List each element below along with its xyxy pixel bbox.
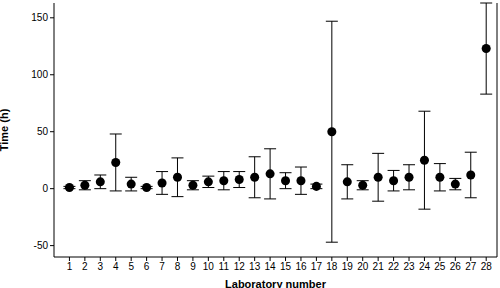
- svg-text:13: 13: [249, 261, 261, 272]
- svg-text:28: 28: [481, 261, 492, 272]
- svg-text:50: 50: [37, 126, 49, 137]
- svg-text:1: 1: [67, 261, 73, 272]
- svg-text:22: 22: [388, 261, 400, 272]
- svg-text:9: 9: [190, 261, 196, 272]
- svg-text:8: 8: [175, 261, 181, 272]
- svg-text:20: 20: [357, 261, 369, 272]
- svg-text:16: 16: [295, 261, 307, 272]
- svg-text:6: 6: [144, 261, 150, 272]
- svg-text:0: 0: [42, 183, 48, 194]
- svg-text:24: 24: [419, 261, 431, 272]
- svg-text:14: 14: [265, 261, 277, 272]
- svg-text:15: 15: [280, 261, 292, 272]
- svg-text:17: 17: [311, 261, 323, 272]
- svg-text:7: 7: [159, 261, 165, 272]
- svg-text:25: 25: [434, 261, 446, 272]
- svg-text:10: 10: [203, 261, 215, 272]
- svg-text:27: 27: [465, 261, 477, 272]
- svg-text:Laboratory number: Laboratory number: [225, 278, 327, 288]
- svg-text:Time (h): Time (h): [8, 108, 10, 151]
- svg-text:5: 5: [128, 261, 134, 272]
- svg-text:2: 2: [82, 261, 88, 272]
- svg-text:4: 4: [113, 261, 119, 272]
- svg-text:-50: -50: [34, 240, 49, 251]
- svg-text:3: 3: [98, 261, 104, 272]
- svg-text:21: 21: [373, 261, 385, 272]
- svg-text:100: 100: [31, 69, 48, 80]
- svg-text:26: 26: [450, 261, 462, 272]
- svg-text:150: 150: [31, 12, 48, 23]
- svg-text:19: 19: [342, 261, 354, 272]
- svg-text:12: 12: [234, 261, 246, 272]
- svg-text:18: 18: [326, 261, 338, 272]
- svg-text:11: 11: [219, 261, 230, 272]
- svg-text:23: 23: [403, 261, 415, 272]
